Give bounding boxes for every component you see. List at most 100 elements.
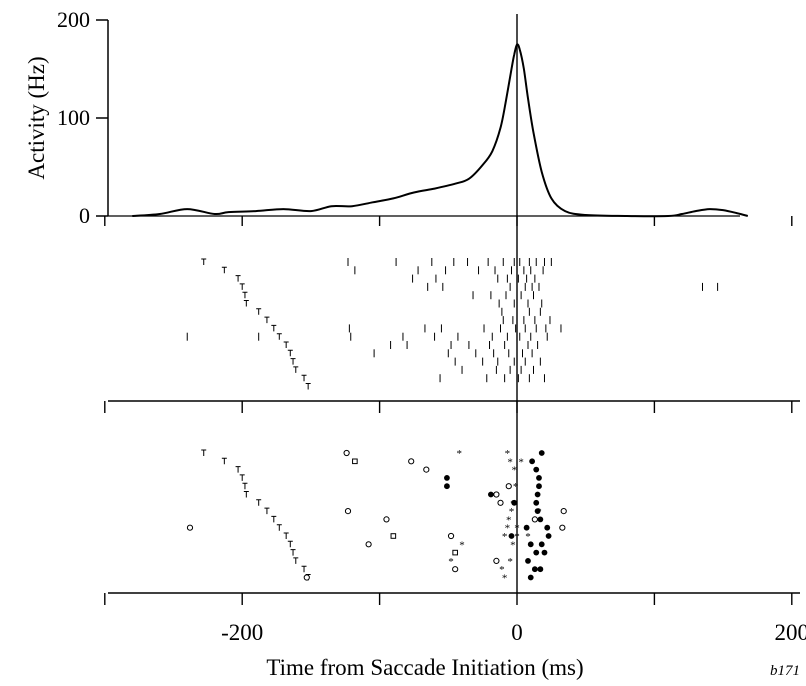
event-asterisk: * [525, 531, 531, 543]
event-asterisk: * [459, 539, 465, 551]
event-asterisk: * [510, 498, 516, 510]
y-axis-label: Activity (Hz) [24, 56, 49, 179]
event-open-circle [505, 483, 512, 490]
event-open-circle [559, 524, 566, 531]
x-tick-labels: -200 0 200 [221, 620, 806, 645]
event-filled-circle [533, 466, 540, 473]
event-open-circle [452, 566, 459, 573]
x-axis-ticks [104, 593, 793, 605]
event-asterisk: * [505, 523, 511, 535]
target-onset-marker [239, 283, 245, 290]
target-onset-marker [221, 266, 227, 274]
event-asterisk: * [536, 506, 542, 518]
event-open-circle [303, 574, 310, 581]
event-filled-circle [544, 524, 551, 531]
event-open-circle [186, 524, 194, 531]
event-marks: ********************* [186, 448, 567, 585]
event-filled-circle [529, 458, 536, 465]
event-asterisk: * [505, 448, 511, 460]
event-asterisk: * [448, 556, 454, 568]
target-onset-marker [283, 532, 289, 539]
event-filled-circle [536, 483, 542, 490]
target-onset-marker [301, 374, 307, 382]
event-filled-circle [444, 475, 450, 481]
target-onset-marker [242, 291, 248, 299]
target-onset-marker [243, 491, 249, 498]
target-onset-marker [242, 482, 248, 490]
event-asterisk: * [499, 564, 505, 576]
target-onset-marker [283, 341, 289, 348]
target-onset-marker [301, 565, 307, 573]
event-filled-circle [508, 533, 515, 539]
target-onset-marker [256, 499, 262, 506]
event-asterisk: * [509, 506, 515, 518]
event-open-circle [408, 458, 415, 465]
event-open-square [352, 458, 358, 465]
event-filled-circle [487, 491, 494, 498]
event-open-circle [493, 491, 500, 498]
event-filled-circle [534, 491, 541, 498]
event-asterisk: * [502, 531, 508, 543]
target-onset-marker [271, 324, 277, 332]
target-onset-marker [201, 258, 207, 265]
event-open-circle [344, 508, 352, 515]
target-onset-marker [239, 474, 245, 481]
y-tick-label: 0 [79, 203, 90, 228]
spike-density-line [132, 43, 749, 218]
event-filled-circle [538, 450, 545, 456]
raster-axis-ticks [104, 401, 793, 413]
event-open-square [390, 533, 397, 539]
x-axis-label: Time from Saccade Initiation (ms) [266, 655, 583, 680]
x-tick-label: 0 [511, 620, 523, 645]
target-onset-marker [221, 457, 227, 465]
event-asterisk: * [457, 448, 463, 460]
target-onset-marker [243, 300, 249, 307]
event-open-circle [497, 499, 504, 506]
event-filled-circle [545, 533, 552, 539]
event-open-circle [383, 516, 390, 523]
target-onset-marker [235, 466, 241, 473]
target-onset-marker [271, 515, 277, 523]
x-tick-label: -200 [221, 620, 263, 645]
event-filled-circle [523, 524, 530, 531]
target-onset-marker [287, 540, 293, 548]
y-tick-label: 200 [57, 7, 90, 32]
target-onset-marker [290, 358, 296, 365]
event-raster-panel: ********************* [104, 448, 800, 605]
event-filled-circle [533, 549, 540, 556]
target-onset-marker [264, 316, 270, 324]
event-asterisk: * [507, 556, 513, 568]
spike-density-panel: 0 100 200 Activity (Hz) [24, 7, 793, 228]
event-open-circle [365, 541, 372, 548]
target-onset-marker [293, 366, 299, 373]
event-open-circle [423, 466, 430, 473]
event-filled-circle [534, 508, 541, 514]
target-onset-marker [264, 507, 270, 515]
target-onset-marker [276, 524, 282, 531]
x-axis-ticks [104, 216, 793, 226]
event-asterisk: * [502, 573, 508, 585]
raster-marks [186, 258, 719, 390]
event-asterisk: * [510, 539, 516, 551]
spike-raster-panel [104, 258, 800, 413]
event-filled-circle [525, 558, 531, 564]
event-open-square [452, 549, 458, 556]
event-filled-circle [527, 541, 534, 548]
event-filled-circle [527, 574, 534, 581]
figure-annotation: b171 [770, 663, 800, 679]
target-onset-marker [276, 333, 282, 340]
target-onset-marker [287, 349, 293, 357]
event-filled-circle [537, 516, 544, 523]
event-asterisk: * [518, 456, 524, 468]
event-asterisk: * [513, 481, 519, 493]
event-open-circle [447, 532, 455, 540]
y-axis-ticks: 0 100 200 [57, 7, 108, 228]
event-filled-circle [531, 566, 538, 573]
y-tick-label: 100 [57, 105, 90, 130]
target-onset-marker [305, 383, 311, 390]
event-open-circle [493, 557, 500, 565]
x-tick-label: 200 [775, 620, 806, 645]
event-open-circle [343, 449, 350, 457]
event-filled-circle [444, 483, 450, 490]
event-filled-circle [533, 499, 540, 506]
